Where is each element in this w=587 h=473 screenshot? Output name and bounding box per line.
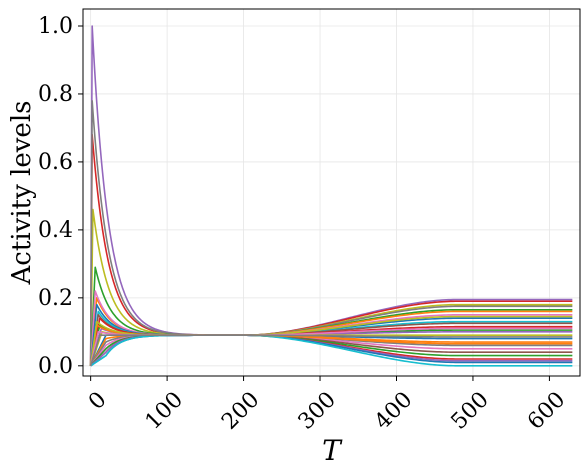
- x-tick-label: 500: [447, 387, 494, 434]
- plot-frame: [82, 8, 581, 377]
- x-tick-label: 0: [84, 387, 112, 415]
- x-tick-label: 100: [141, 387, 188, 434]
- x-axis-label: T: [322, 434, 343, 467]
- y-tick-label: 0.4: [38, 218, 73, 243]
- x-tick-label: 200: [217, 387, 264, 434]
- x-axis-ticks: 0 100 200 300 400 500 600: [84, 376, 570, 435]
- y-tick-label: 0.0: [38, 354, 73, 379]
- x-tick-label: 400: [370, 387, 417, 434]
- x-tick-label: 600: [523, 387, 570, 434]
- series-line: [89, 334, 573, 367]
- x-tick-label: 300: [294, 387, 341, 434]
- y-axis-ticks: 0.0 0.2 0.4 0.6 0.8 1.0: [38, 14, 83, 379]
- y-tick-label: 0.6: [38, 150, 73, 175]
- y-tick-label: 0.8: [38, 82, 73, 107]
- y-tick-label: 0.2: [38, 286, 73, 311]
- series-line: [90, 334, 573, 367]
- grid-lines: [83, 9, 580, 376]
- series-lines: [89, 25, 573, 367]
- y-tick-label: 1.0: [38, 14, 73, 39]
- y-axis-label: Activity levels: [7, 101, 37, 286]
